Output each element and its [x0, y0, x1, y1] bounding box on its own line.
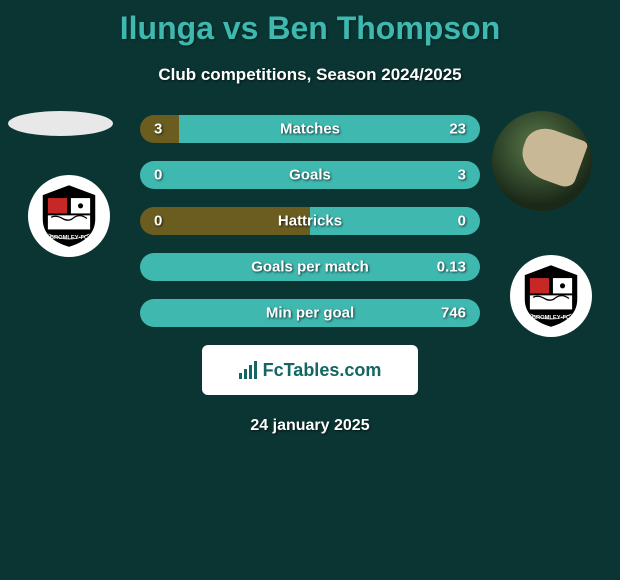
stat-right-value: 746 [441, 305, 466, 322]
stat-right-value: 0 [458, 213, 466, 230]
stats-area: BROMLEY·FC BROMLEY·FC 3 Matches 23 [0, 115, 620, 435]
player1-team-badge: BROMLEY·FC [28, 175, 110, 257]
stat-row-matches: 3 Matches 23 [140, 115, 480, 143]
stat-label: Goals [140, 167, 480, 184]
player2-team-badge: BROMLEY·FC [510, 255, 592, 337]
stat-right-value: 0.13 [437, 259, 466, 276]
subtitle: Club competitions, Season 2024/2025 [0, 65, 620, 85]
stat-label: Matches [140, 121, 480, 138]
date-text: 24 january 2025 [0, 417, 620, 435]
stat-label: Hattricks [140, 213, 480, 230]
logo-text: FcTables.com [263, 360, 382, 381]
svg-text:BROMLEY·FC: BROMLEY·FC [532, 315, 570, 321]
stat-right-value: 3 [458, 167, 466, 184]
stat-row-goals: 0 Goals 3 [140, 161, 480, 189]
team-crest-icon: BROMLEY·FC [37, 184, 101, 248]
team-crest-icon: BROMLEY·FC [519, 264, 583, 328]
svg-text:BROMLEY·FC: BROMLEY·FC [50, 235, 88, 241]
player1-avatar [8, 111, 113, 136]
player2-avatar [492, 111, 592, 211]
page-title: Ilunga vs Ben Thompson [0, 10, 620, 47]
stat-row-goals-per-match: Goals per match 0.13 [140, 253, 480, 281]
stat-label: Min per goal [140, 305, 480, 322]
stat-label: Goals per match [140, 259, 480, 276]
stat-right-value: 23 [449, 121, 466, 138]
bar-chart-icon [239, 361, 257, 379]
stat-row-min-per-goal: Min per goal 746 [140, 299, 480, 327]
stat-row-hattricks: 0 Hattricks 0 [140, 207, 480, 235]
source-logo: FcTables.com [202, 345, 418, 395]
